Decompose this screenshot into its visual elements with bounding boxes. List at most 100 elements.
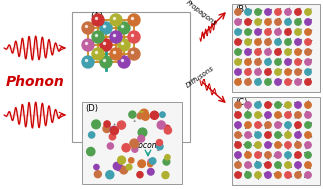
Circle shape — [151, 111, 159, 119]
Circle shape — [285, 132, 291, 138]
Circle shape — [255, 162, 261, 168]
Circle shape — [255, 59, 261, 65]
Circle shape — [285, 152, 291, 158]
Circle shape — [165, 155, 170, 160]
Circle shape — [235, 122, 241, 128]
Circle shape — [265, 152, 271, 158]
Circle shape — [82, 39, 94, 51]
Circle shape — [295, 29, 301, 35]
Circle shape — [129, 111, 136, 118]
Circle shape — [92, 31, 104, 43]
Circle shape — [295, 122, 301, 128]
Circle shape — [275, 29, 281, 35]
Text: (B): (B) — [235, 5, 247, 14]
Circle shape — [104, 121, 110, 127]
Circle shape — [305, 142, 311, 148]
Circle shape — [245, 79, 251, 85]
Circle shape — [305, 29, 311, 35]
Circle shape — [110, 31, 122, 43]
Circle shape — [235, 39, 241, 45]
Circle shape — [295, 112, 301, 118]
Text: Phonon: Phonon — [6, 75, 65, 89]
Circle shape — [265, 69, 271, 75]
Circle shape — [120, 166, 128, 174]
Circle shape — [164, 127, 172, 134]
Circle shape — [92, 120, 100, 129]
Circle shape — [305, 152, 311, 158]
Circle shape — [157, 121, 165, 129]
Circle shape — [245, 142, 251, 148]
Circle shape — [235, 29, 241, 35]
Circle shape — [305, 19, 311, 25]
Circle shape — [245, 102, 251, 108]
Circle shape — [110, 14, 122, 26]
Circle shape — [255, 152, 261, 158]
Circle shape — [285, 9, 291, 15]
Circle shape — [130, 139, 139, 148]
Circle shape — [245, 49, 251, 55]
Circle shape — [235, 19, 241, 25]
Circle shape — [157, 143, 163, 150]
Circle shape — [295, 9, 301, 15]
Circle shape — [235, 112, 241, 118]
Bar — [72, 12, 190, 142]
Circle shape — [275, 112, 281, 118]
Circle shape — [275, 132, 281, 138]
Circle shape — [118, 156, 126, 164]
Circle shape — [138, 128, 147, 137]
Circle shape — [245, 59, 251, 65]
Circle shape — [275, 152, 281, 158]
Circle shape — [160, 112, 165, 117]
Circle shape — [94, 164, 99, 170]
Circle shape — [295, 132, 301, 138]
Circle shape — [140, 109, 148, 117]
Circle shape — [265, 79, 271, 85]
Circle shape — [164, 125, 170, 131]
Circle shape — [275, 59, 281, 65]
Circle shape — [255, 19, 261, 25]
Circle shape — [285, 142, 291, 148]
Circle shape — [235, 132, 241, 138]
Circle shape — [265, 122, 271, 128]
Circle shape — [245, 132, 251, 138]
Text: (C): (C) — [235, 98, 247, 107]
Circle shape — [245, 152, 251, 158]
Circle shape — [265, 9, 271, 15]
Text: Propagons: Propagons — [185, 0, 218, 27]
Bar — [232, 97, 320, 185]
Circle shape — [305, 59, 311, 65]
Circle shape — [305, 79, 311, 85]
Circle shape — [285, 39, 291, 45]
Circle shape — [128, 48, 140, 60]
Circle shape — [235, 79, 241, 85]
Circle shape — [255, 102, 261, 108]
Circle shape — [275, 162, 281, 168]
Circle shape — [275, 142, 281, 148]
Circle shape — [235, 142, 241, 148]
Text: (A): (A) — [90, 12, 103, 21]
Circle shape — [285, 79, 291, 85]
Circle shape — [295, 172, 301, 178]
Circle shape — [150, 158, 156, 164]
Circle shape — [275, 49, 281, 55]
Circle shape — [285, 162, 291, 168]
Circle shape — [295, 79, 301, 85]
Circle shape — [122, 144, 130, 152]
Circle shape — [275, 102, 281, 108]
Circle shape — [148, 162, 153, 167]
Circle shape — [245, 122, 251, 128]
Circle shape — [139, 111, 145, 117]
Circle shape — [148, 168, 154, 175]
Circle shape — [137, 172, 143, 178]
Text: Diffusons: Diffusons — [185, 65, 215, 89]
Circle shape — [255, 69, 261, 75]
Circle shape — [305, 112, 311, 118]
Circle shape — [295, 162, 301, 168]
Circle shape — [103, 125, 111, 132]
Circle shape — [235, 9, 241, 15]
Circle shape — [255, 49, 261, 55]
Circle shape — [129, 158, 134, 163]
Circle shape — [265, 39, 271, 45]
Circle shape — [295, 39, 301, 45]
Text: (D): (D) — [85, 104, 98, 113]
